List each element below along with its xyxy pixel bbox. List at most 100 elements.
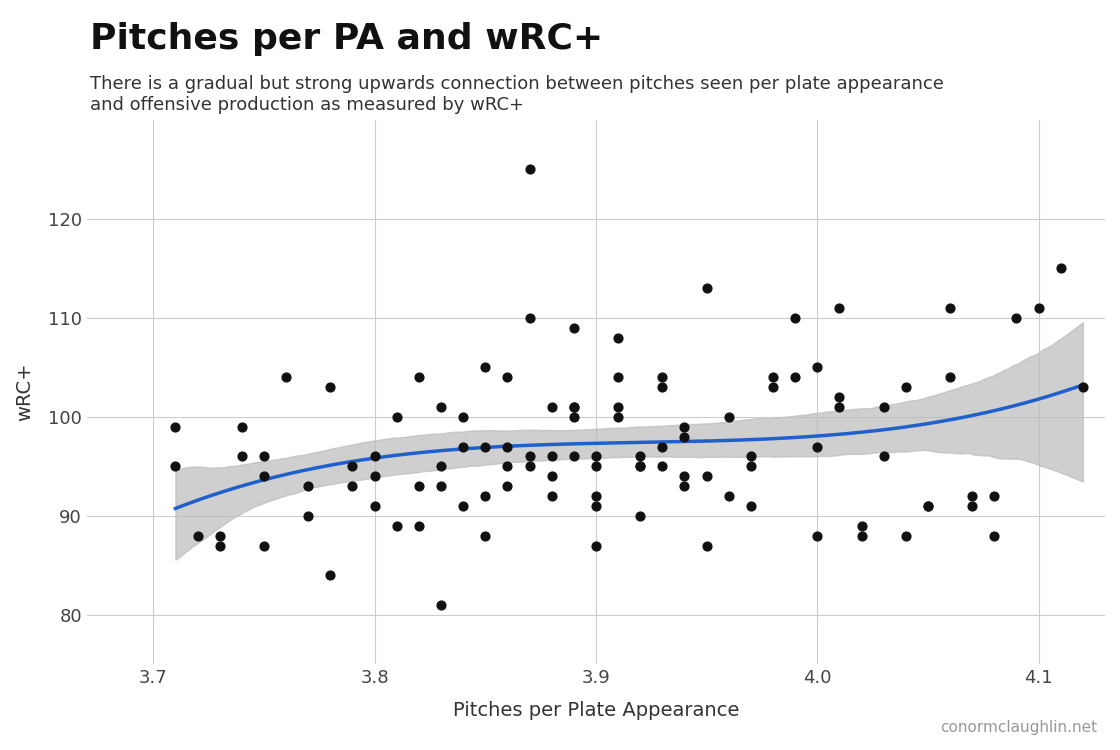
Point — [455, 411, 473, 423]
Point — [809, 440, 827, 452]
Point — [476, 440, 494, 452]
Point — [963, 500, 981, 512]
Point — [543, 470, 561, 482]
Point — [365, 470, 383, 482]
Point — [521, 460, 539, 472]
Point — [741, 500, 759, 512]
Point — [986, 530, 1004, 542]
Point — [741, 451, 759, 463]
Point — [432, 460, 450, 472]
Text: There is a gradual but strong upwards connection between pitches seen per plate : There is a gradual but strong upwards co… — [90, 75, 943, 114]
Point — [920, 500, 937, 512]
Point — [188, 530, 206, 542]
Point — [675, 421, 693, 433]
Point — [1052, 262, 1070, 274]
Point — [476, 362, 494, 374]
Y-axis label: wRC+: wRC+ — [15, 363, 34, 422]
Point — [255, 539, 273, 551]
X-axis label: Pitches per Plate Appearance: Pitches per Plate Appearance — [452, 701, 739, 720]
Point — [632, 451, 650, 463]
Point — [1008, 312, 1026, 324]
Point — [476, 490, 494, 502]
Point — [543, 490, 561, 502]
Point — [653, 371, 671, 383]
Point — [830, 401, 848, 413]
Point — [299, 480, 317, 492]
Point — [875, 401, 893, 413]
Point — [388, 520, 405, 532]
Point — [830, 302, 848, 314]
Point — [587, 539, 605, 551]
Point — [167, 421, 185, 433]
Point — [1074, 381, 1092, 393]
Point — [167, 460, 185, 472]
Point — [963, 490, 981, 502]
Point — [432, 480, 450, 492]
Point — [653, 460, 671, 472]
Point — [564, 401, 582, 413]
Point — [897, 381, 915, 393]
Point — [830, 391, 848, 403]
Point — [809, 362, 827, 374]
Point — [432, 599, 450, 611]
Point — [521, 312, 539, 324]
Point — [476, 530, 494, 542]
Point — [852, 520, 870, 532]
Point — [410, 371, 428, 383]
Point — [720, 411, 738, 423]
Point — [698, 470, 716, 482]
Point — [211, 539, 228, 551]
Point — [986, 490, 1004, 502]
Text: conormclaughlin.net: conormclaughlin.net — [941, 720, 1098, 735]
Point — [653, 440, 671, 452]
Point — [233, 451, 251, 463]
Point — [365, 500, 383, 512]
Point — [786, 312, 804, 324]
Point — [299, 510, 317, 522]
Point — [852, 530, 870, 542]
Point — [564, 411, 582, 423]
Point — [675, 430, 693, 442]
Point — [897, 530, 915, 542]
Point — [233, 421, 251, 433]
Point — [388, 411, 405, 423]
Point — [410, 520, 428, 532]
Point — [875, 451, 893, 463]
Point — [675, 470, 693, 482]
Point — [941, 302, 959, 314]
Point — [741, 460, 759, 472]
Point — [344, 480, 362, 492]
Point — [698, 282, 716, 294]
Point — [609, 411, 627, 423]
Point — [365, 451, 383, 463]
Point — [632, 510, 650, 522]
Point — [498, 480, 516, 492]
Point — [609, 332, 627, 344]
Point — [543, 451, 561, 463]
Point — [543, 401, 561, 413]
Point — [521, 164, 539, 176]
Point — [455, 440, 473, 452]
Point — [809, 530, 827, 542]
Point — [587, 460, 605, 472]
Point — [720, 490, 738, 502]
Point — [587, 500, 605, 512]
Point — [211, 530, 228, 542]
Point — [698, 539, 716, 551]
Point — [255, 451, 273, 463]
Point — [321, 381, 339, 393]
Text: Pitches per PA and wRC+: Pitches per PA and wRC+ — [90, 22, 603, 56]
Point — [609, 371, 627, 383]
Point — [498, 460, 516, 472]
Point — [632, 460, 650, 472]
Point — [632, 460, 650, 472]
Point — [564, 401, 582, 413]
Point — [764, 381, 782, 393]
Point — [255, 470, 273, 482]
Point — [498, 371, 516, 383]
Point — [920, 500, 937, 512]
Point — [321, 569, 339, 581]
Point — [498, 440, 516, 452]
Point — [455, 500, 473, 512]
Point — [764, 371, 782, 383]
